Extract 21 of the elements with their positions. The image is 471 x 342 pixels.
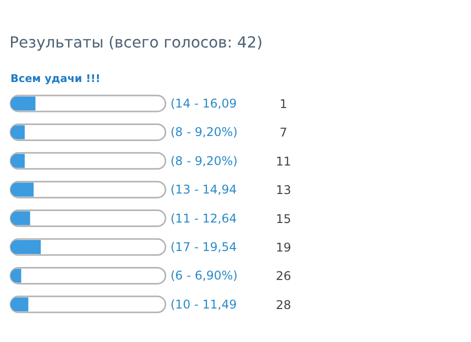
y-tick-label: 13 <box>276 183 292 198</box>
data-label: (8 - 9,20%) <box>170 154 238 168</box>
bar <box>10 182 34 197</box>
data-label: (17 - 19,54 <box>170 240 237 254</box>
y-tick-label: 11 <box>276 154 292 168</box>
data-label: (13 - 14,94 <box>170 182 237 197</box>
y-tick-label: 15 <box>276 212 292 226</box>
text: Результаты (всего голосов: 42) <box>10 34 263 52</box>
y-tick-label: 19 <box>276 240 292 254</box>
data-label: (11 - 12,64 <box>170 211 237 226</box>
data-label: (8 - 9,20%) <box>170 125 238 140</box>
y-tick-label: 7 <box>280 126 288 140</box>
chart-subtitle: Всем удачи !!! <box>10 72 100 85</box>
data-label: (10 - 11,49 <box>170 297 237 312</box>
y-tick-label: 26 <box>276 269 292 284</box>
data-label: (6 - 6,90%) <box>170 268 238 283</box>
data-label: (14 - 16,09 <box>170 96 237 110</box>
y-tick-label: 28 <box>276 298 292 312</box>
bar <box>10 240 41 254</box>
y-tick-label: 1 <box>280 97 288 111</box>
bar <box>10 96 36 110</box>
